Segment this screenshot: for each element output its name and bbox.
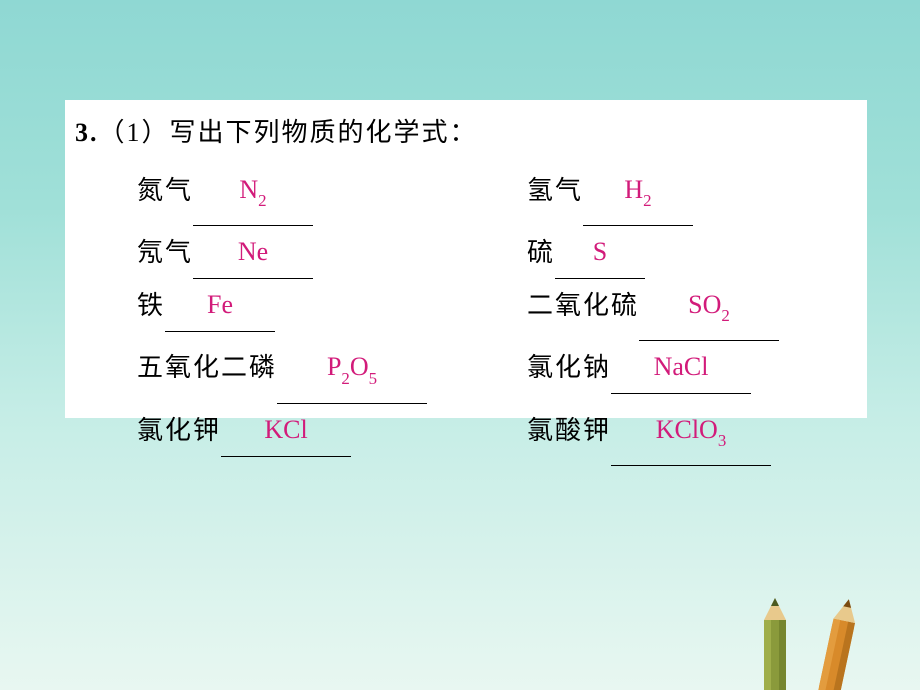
substance-label: 氯酸钾 <box>527 405 611 457</box>
question-prompt: 3.（1）写出下列物质的化学式： <box>75 112 857 149</box>
answer-row: 氮气N2氢气H2 <box>75 165 857 227</box>
substance-pair: 氯化钾KCl <box>137 405 527 467</box>
formula-answer: H2 <box>583 164 693 226</box>
substance-pair: 氯酸钾KClO3 <box>527 405 857 467</box>
row-indent <box>75 405 137 467</box>
substance-pair: 铁Fe <box>137 280 527 342</box>
substance-label: 氯化钠 <box>527 342 611 394</box>
substance-label: 氢气 <box>527 165 583 217</box>
question-number: 3. <box>75 118 99 147</box>
row-indent <box>75 342 137 404</box>
row-indent <box>75 227 137 280</box>
formula-answer: KCl <box>221 404 351 457</box>
substance-label: 氖气 <box>137 227 193 279</box>
substance-pair: 氯化钠NaCl <box>527 342 857 404</box>
substance-pair: 氮气N2 <box>137 165 527 227</box>
substance-label: 五氧化二磷 <box>137 342 277 394</box>
formula-answer: KClO3 <box>611 404 771 466</box>
substance-label: 铁 <box>137 280 165 332</box>
substance-label: 氮气 <box>137 165 193 217</box>
formula-answer: N2 <box>193 164 313 226</box>
substance-label: 氯化钾 <box>137 405 221 457</box>
row-indent <box>75 280 137 342</box>
formula-answer: Ne <box>193 226 313 279</box>
formula-answer: Fe <box>165 279 275 332</box>
row-indent <box>75 165 137 227</box>
question-text: 写出下列物质的化学式： <box>170 118 478 147</box>
substance-pair: 氖气Ne <box>137 227 527 280</box>
substance-pair: 五氧化二磷P2O5 <box>137 342 527 404</box>
answer-row: 氯化钾KCl氯酸钾KClO3 <box>75 405 857 467</box>
question-subnumber: （1） <box>99 118 170 147</box>
formula-answer: NaCl <box>611 341 751 394</box>
worksheet-card: 3.（1）写出下列物质的化学式： 氮气N2氢气H2氖气Ne硫S铁Fe二氧化硫SO… <box>65 100 867 418</box>
substance-label: 二氧化硫 <box>527 280 639 332</box>
substance-pair: 硫S <box>527 227 857 280</box>
substance-pair: 二氧化硫SO2 <box>527 280 857 342</box>
answer-row: 五氧化二磷P2O5氯化钠NaCl <box>75 342 857 404</box>
formula-answer: P2O5 <box>277 341 427 403</box>
pencils-icon <box>742 580 892 690</box>
formula-answer: SO2 <box>639 279 779 341</box>
green-pencil-icon <box>764 598 786 690</box>
answer-rows: 氮气N2氢气H2氖气Ne硫S铁Fe二氧化硫SO2五氧化二磷P2O5氯化钠NaCl… <box>75 165 857 467</box>
answer-row: 铁Fe二氧化硫SO2 <box>75 280 857 342</box>
orange-pencil-icon <box>818 597 860 690</box>
answer-row: 氖气Ne硫S <box>75 227 857 280</box>
formula-answer: S <box>555 226 645 279</box>
substance-label: 硫 <box>527 227 555 279</box>
substance-pair: 氢气H2 <box>527 165 857 227</box>
